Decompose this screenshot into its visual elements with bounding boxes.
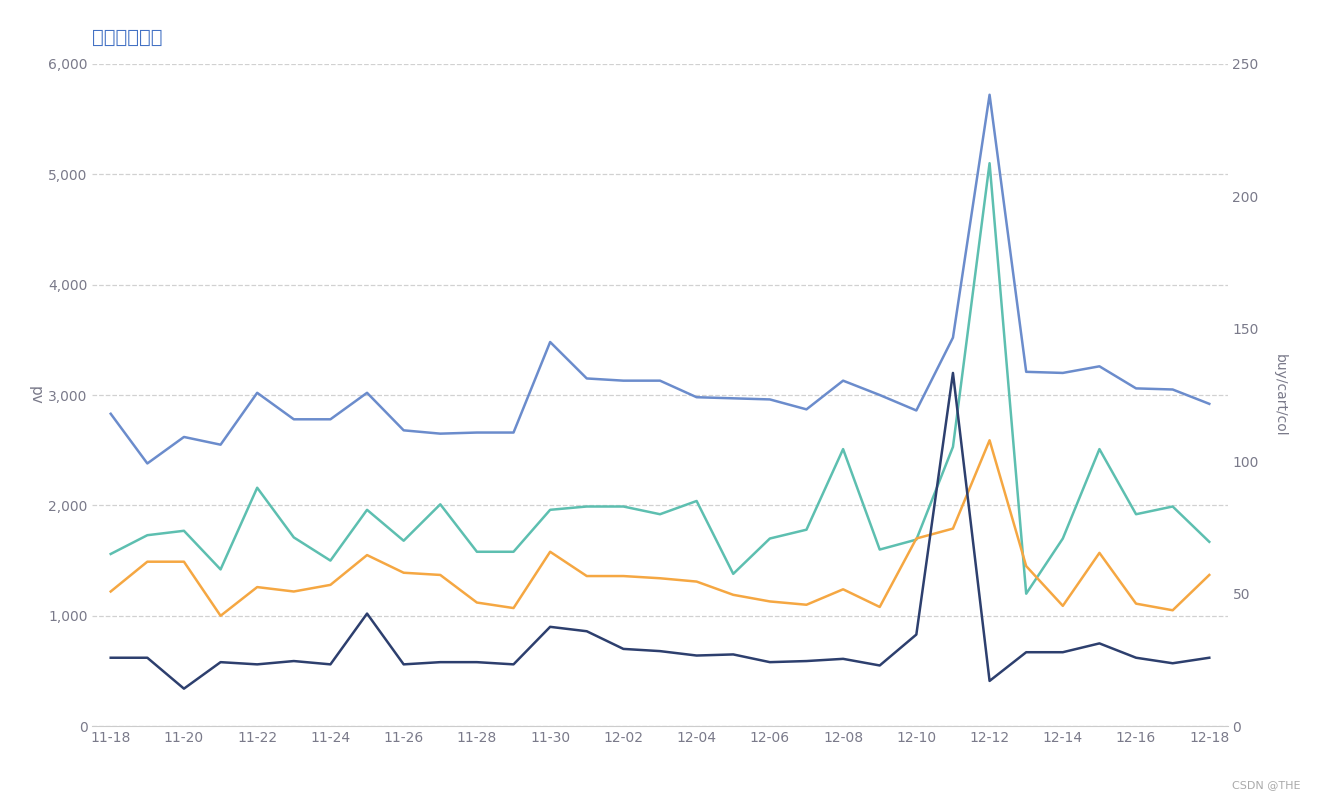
Y-axis label: pv: pv: [28, 385, 42, 405]
Text: CSDN @THE: CSDN @THE: [1232, 780, 1300, 790]
Text: 每日用户行为: 每日用户行为: [92, 28, 162, 47]
Y-axis label: buy/cart/col: buy/cart/col: [1272, 354, 1287, 437]
